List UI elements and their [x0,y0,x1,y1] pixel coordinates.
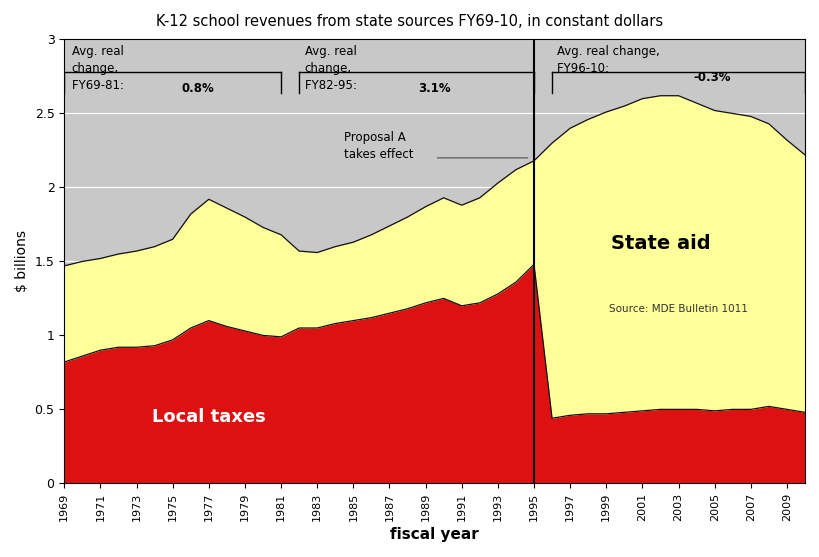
Text: Local taxes: Local taxes [152,408,265,426]
Text: -0.3%: -0.3% [692,71,730,84]
Text: State aid: State aid [610,234,709,253]
Text: Source: MDE Bulletin 1011: Source: MDE Bulletin 1011 [609,304,747,314]
Text: Proposal A
takes effect: Proposal A takes effect [344,131,414,161]
X-axis label: fiscal year: fiscal year [390,527,478,542]
Text: K-12 school revenues from state sources FY69-10, in constant dollars: K-12 school revenues from state sources … [156,14,663,29]
Y-axis label: $ billions: $ billions [15,231,29,292]
Text: Avg. real change,
FY96-10:: Avg. real change, FY96-10: [557,46,659,75]
Text: 3.1%: 3.1% [418,82,450,95]
Text: Avg. real
change,
FY82-95:: Avg. real change, FY82-95: [304,46,360,92]
Text: Avg. real
change,
FY69-81:: Avg. real change, FY69-81: [71,46,127,92]
Text: 0.8%: 0.8% [182,82,215,95]
